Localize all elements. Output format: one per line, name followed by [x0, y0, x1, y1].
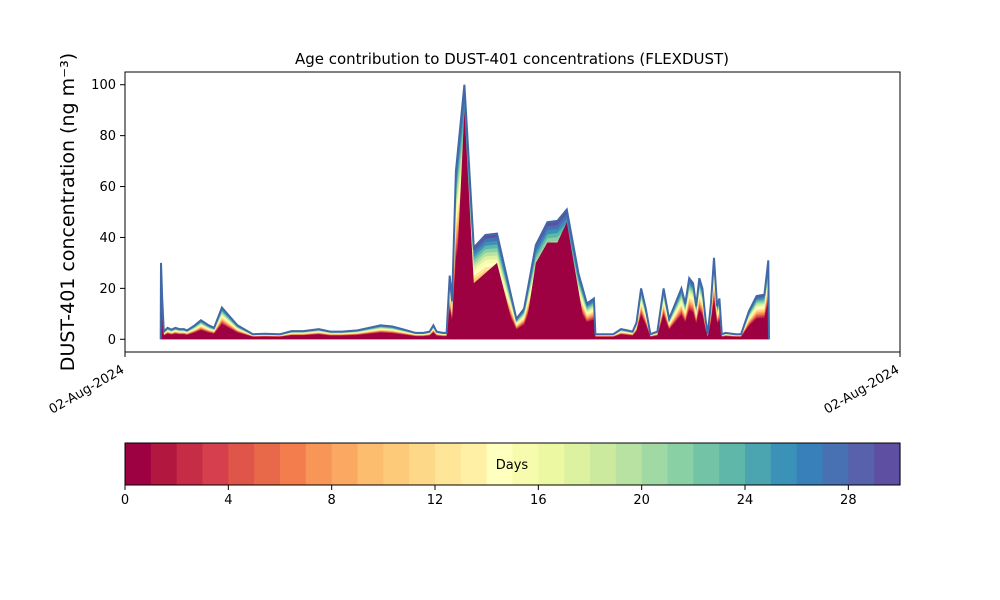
- colorbar-bin: [460, 443, 488, 485]
- young-age-core-area: [449, 110, 594, 340]
- plot-frame: [124, 71, 901, 353]
- y-tick-label: 20: [99, 282, 116, 297]
- colorbar-bin: [202, 443, 229, 485]
- colorbar-tick-label: 16: [530, 493, 547, 508]
- colorbar-frame: [124, 442, 901, 486]
- colorbar-bin: [486, 443, 514, 485]
- colorbar-tick-label: 0: [121, 493, 129, 508]
- colorbar-bin: [641, 443, 669, 485]
- area-layers: [159, 84, 770, 340]
- total-concentration-line: [159, 84, 770, 340]
- colorbar-tick-label: 20: [633, 493, 650, 508]
- colorbar-bin: [822, 443, 849, 485]
- colorbar-bin: [667, 443, 694, 485]
- colorbar-bin: [874, 443, 901, 485]
- colorbar-bins: [125, 443, 901, 485]
- colorbar-bin: [615, 443, 643, 485]
- colorbar-bin: [254, 443, 281, 485]
- y-axis: 0 20 40 60 80 100: [91, 78, 125, 348]
- colorbar-bin: [383, 443, 410, 485]
- y-tick-label: 0: [108, 333, 116, 348]
- y-axis-label: DUST-401 concentration (ng m⁻³): [57, 53, 79, 371]
- colorbar-bin: [331, 443, 359, 485]
- colorbar-bin: [745, 443, 772, 485]
- area-chart: Age contribution to DUST-401 concentrati…: [47, 50, 902, 418]
- chart-title: Age contribution to DUST-401 concentrati…: [295, 50, 729, 68]
- colorbar-tick-label: 24: [737, 493, 754, 508]
- colorbar-tick-label: 28: [840, 493, 857, 508]
- y-tick-label: 40: [99, 231, 116, 246]
- colorbar-bin: [719, 443, 746, 485]
- x-tick-label: 02-Aug-2024: [822, 362, 902, 417]
- colorbar-bin: [357, 443, 384, 485]
- x-axis: 02-Aug-2024 02-Aug-2024: [47, 352, 902, 418]
- y-tick-label: 60: [99, 180, 116, 195]
- colorbar-bin: [770, 443, 798, 485]
- y-tick-label: 100: [91, 78, 116, 93]
- colorbar-tick-label: 4: [224, 493, 232, 508]
- colorbar-bin: [564, 443, 591, 485]
- colorbar-bin: [176, 443, 204, 485]
- colorbar-bin: [435, 443, 462, 485]
- colorbar-bin: [150, 443, 178, 485]
- colorbar-bin: [796, 443, 824, 485]
- colorbar-bin: [305, 443, 333, 485]
- colorbar-label: Days: [496, 458, 529, 473]
- colorbar-bin: [848, 443, 875, 485]
- colorbar-bin: [280, 443, 307, 485]
- colorbar-tick-label: 12: [427, 493, 444, 508]
- y-tick-label: 80: [99, 129, 116, 144]
- colorbar-tick-label: 8: [328, 493, 336, 508]
- colorbar-bin: [125, 443, 152, 485]
- colorbar-bin: [538, 443, 565, 485]
- colorbar: Days 0 4 8 12 16 20 24 28: [121, 442, 901, 508]
- colorbar-bin: [409, 443, 436, 485]
- colorbar-ticks: 0 4 8 12 16 20 24 28: [121, 485, 857, 508]
- colorbar-bin: [228, 443, 255, 485]
- colorbar-bin: [590, 443, 617, 485]
- colorbar-bin: [512, 443, 539, 485]
- colorbar-bin: [693, 443, 720, 485]
